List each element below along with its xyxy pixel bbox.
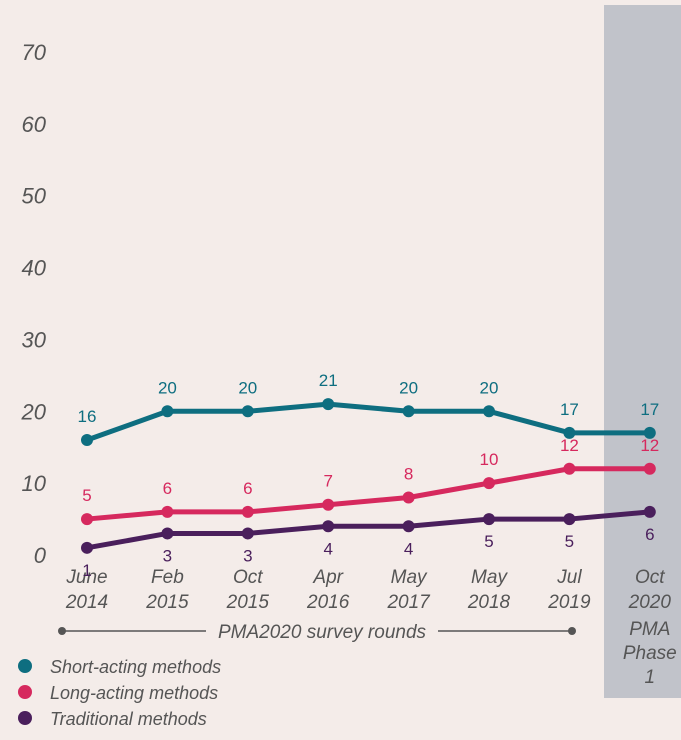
y-tick-label: 30 [22,327,47,352]
data-label: 10 [480,450,499,469]
series-line [86,466,650,522]
data-point [402,405,415,418]
data-label: 6 [163,479,172,498]
y-tick-label: 70 [22,40,47,65]
y-tick-label: 0 [34,543,47,568]
y-tick-label: 40 [22,256,47,281]
data-point [643,505,656,518]
legend-marker [18,685,32,699]
data-label: 20 [480,378,499,397]
data-label: 3 [163,546,172,565]
series-line [86,509,651,551]
data-label: 20 [158,378,177,397]
data-label: 1 [82,561,91,580]
data-label: 17 [560,400,579,419]
data-point [483,513,495,526]
x-tick-label: Oct 2015 [226,567,270,613]
data-label: 5 [565,532,574,551]
data-point [563,513,576,526]
x-tick-label: June 2014 [65,567,108,613]
x-tick-label: May 2017 [386,567,431,613]
legend-label: Short-acting methods [50,657,221,677]
data-label: 4 [404,539,413,558]
bracket-end [58,627,66,635]
y-tick-label: 60 [22,112,47,137]
data-label: 17 [640,400,659,419]
data-point [161,505,174,518]
y-tick-label: 20 [21,399,47,424]
data-point [483,405,495,418]
data-label: 5 [82,486,91,505]
data-label: 20 [399,378,418,397]
data-point [161,527,174,540]
data-label: 7 [323,472,332,491]
legend-label: Traditional methods [50,709,207,729]
data-label: 5 [484,532,493,551]
y-tick-label: 10 [22,471,47,496]
legend-marker [18,659,32,673]
x-tick-label: Jul 2019 [547,567,591,613]
data-label: 3 [243,546,252,565]
data-point [563,426,576,439]
legend-marker [18,711,32,725]
data-point [322,398,335,411]
data-point [643,426,656,439]
data-label: 4 [323,539,332,558]
x-tick-label: Apr 2016 [306,567,350,613]
data-point [322,520,335,533]
data-label: 6 [243,479,252,498]
data-point [241,527,254,540]
y-tick-label: 50 [22,184,47,209]
bracket-end [568,627,576,635]
data-point [241,505,254,518]
series-line [86,401,650,443]
legend-label: Long-acting methods [50,683,218,703]
bracket-label-bg [206,620,438,642]
x-tick-label: Oct 2020 [628,567,672,613]
data-label: 6 [645,525,654,544]
data-point [81,513,93,526]
data-point [81,541,93,554]
data-point [322,498,335,511]
data-point [161,405,174,418]
data-label: 8 [404,465,413,484]
data-point [563,462,576,475]
data-point [643,462,656,475]
data-label: 21 [319,371,338,390]
data-label: 20 [238,378,257,397]
data-label: 12 [560,436,579,455]
data-label: 12 [640,436,659,455]
data-point [402,491,415,504]
rounds-label: PMA2020 survey rounds [218,622,427,643]
data-label: 16 [78,407,97,426]
data-point [81,434,93,447]
phase-highlight [604,5,681,698]
data-point [483,477,495,490]
data-point [402,520,415,533]
x-tick-label: May 2018 [467,567,511,613]
phase-label: PMA Phase 1 [623,619,677,688]
x-tick-label: Feb 2015 [145,567,189,613]
data-point [241,405,254,418]
